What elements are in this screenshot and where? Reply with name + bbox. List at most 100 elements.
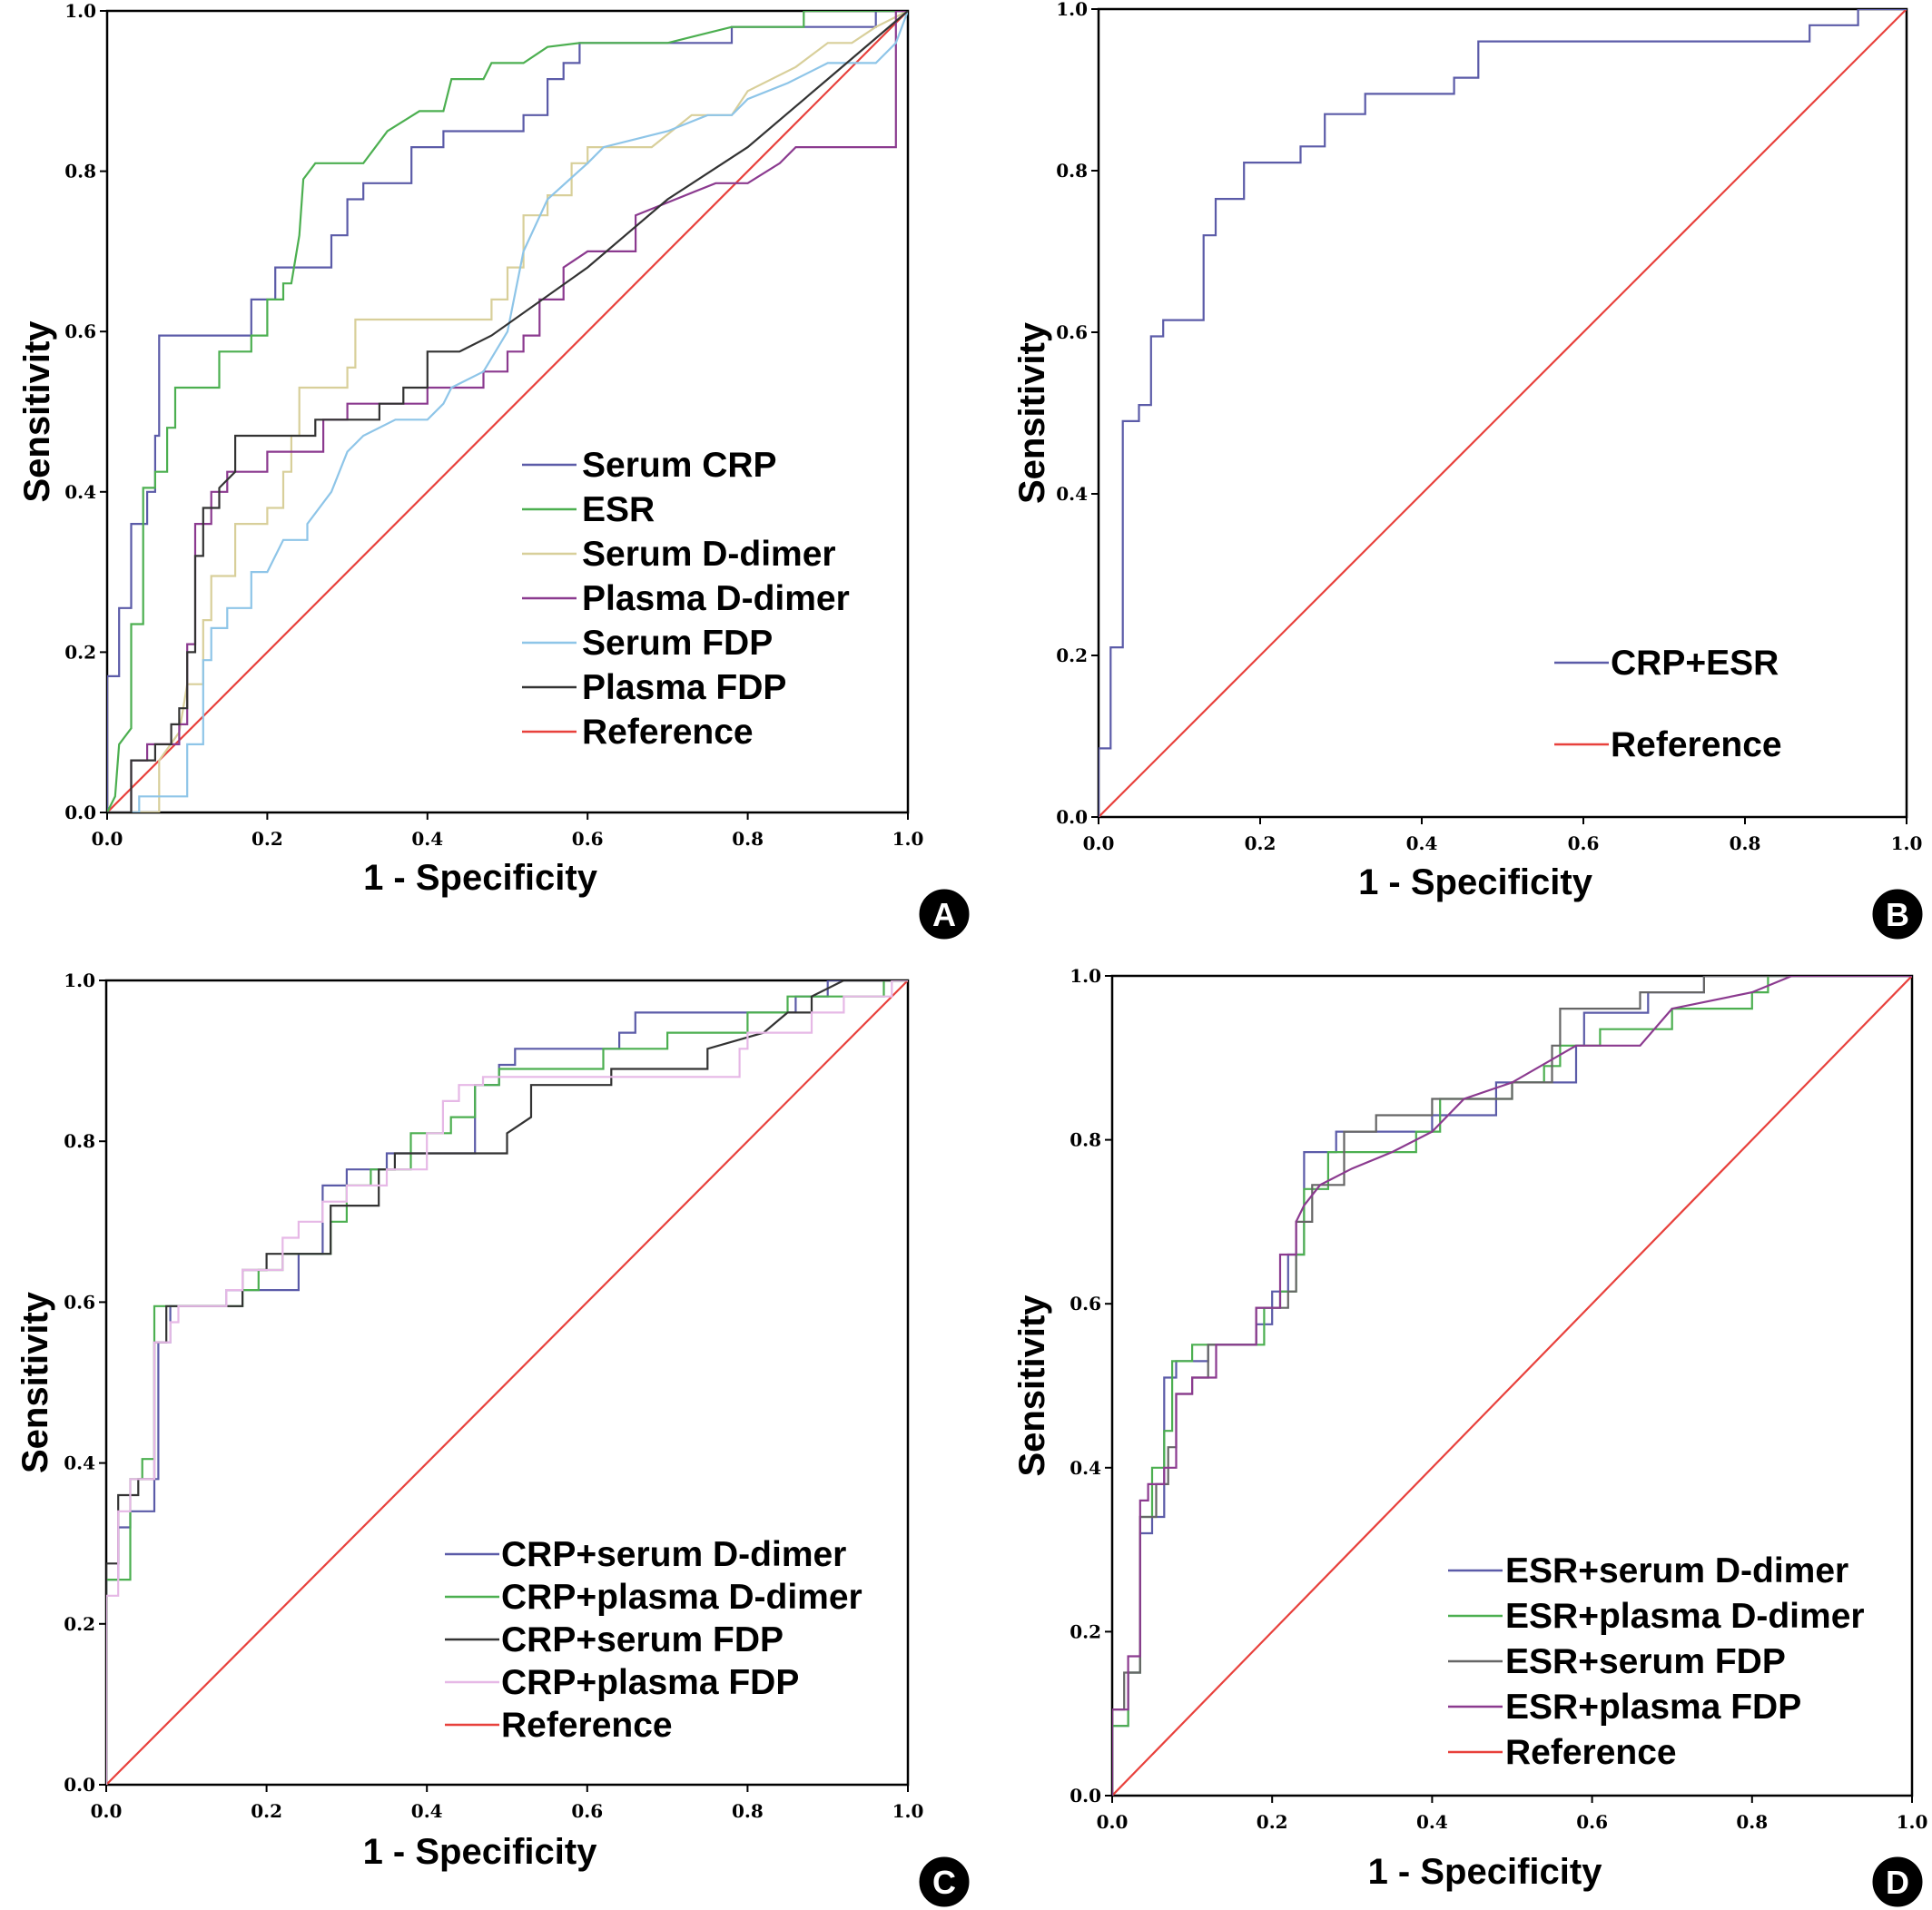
panel-badge-label: B <box>1886 896 1909 933</box>
series-group <box>1112 976 1912 1796</box>
legend-label: Reference <box>501 1706 673 1745</box>
y-tick-label: 0.0 <box>64 1774 95 1796</box>
series-line-plasma-fdp <box>107 11 908 812</box>
series-group <box>106 980 908 1785</box>
y-axis-title: Sensitivity <box>1012 1295 1052 1477</box>
legend-label: Reference <box>582 713 754 752</box>
legend-label: Serum CRP <box>582 446 777 485</box>
series-line-esr-serum-fdp <box>1112 976 1912 1796</box>
legend-label: Serum FDP <box>582 624 773 663</box>
x-tick-label: 1.0 <box>1891 832 1923 854</box>
legend-label: Serum D-dimer <box>582 535 836 574</box>
y-axis-title: Sensitivity <box>1012 321 1052 504</box>
legend: CRP+ESR Reference <box>1554 644 1782 764</box>
y-tick-label: 0.0 <box>64 802 96 823</box>
x-tick-label: 0.6 <box>1568 832 1600 854</box>
legend-label: ESR+plasma FDP <box>1505 1688 1801 1727</box>
x-tick-label: 0.0 <box>91 1800 123 1822</box>
legend: ESR+serum D-dimer ESR+plasma D-dimer ESR+s… <box>1448 1551 1865 1772</box>
x-tick-label: 1.0 <box>892 1800 924 1822</box>
x-tick-label: 0.4 <box>1406 832 1438 854</box>
y-tick-label: 0.4 <box>1056 483 1088 505</box>
panel-d: 0.0 0.2 0.4 0.6 0.8 1.0 0.0 0.2 0.4 0.6 0.8 1.0 1 - … <box>1012 965 1928 1907</box>
panel-badge-label: D <box>1886 1864 1909 1901</box>
series-line-esr-plasma-fdp <box>1112 976 1912 1796</box>
panel-badge: B <box>1872 889 1923 940</box>
x-tick-label: 0.8 <box>1730 832 1761 854</box>
legend-label: CRP+plasma D-dimer <box>501 1578 862 1617</box>
x-axis-title: 1 - Specificity <box>363 858 598 898</box>
y-tick-label: 0.2 <box>1070 1620 1101 1642</box>
y-tick-label: 0.8 <box>64 1130 95 1152</box>
legend-label: Plasma D-dimer <box>582 579 850 618</box>
x-tick-label: 0.8 <box>732 828 764 850</box>
y-tick-label: 1.0 <box>64 0 96 22</box>
x-axis-title: 1 - Specificity <box>363 1832 598 1872</box>
x-tick-label: 0.0 <box>92 828 123 850</box>
panel-badge-circle <box>919 889 970 940</box>
y-tick-label: 0.6 <box>64 320 96 342</box>
y-tick-label: 0.2 <box>64 1613 95 1635</box>
x-tick-label: 0.8 <box>732 1800 764 1822</box>
panel-badge: C <box>919 1856 970 1907</box>
x-tick-label: 0.6 <box>1576 1811 1608 1833</box>
series-group <box>107 11 908 812</box>
panel-b: 0.0 0.2 0.4 0.6 0.8 1.0 0.0 0.2 0.4 0.6 0.8 1.0 1 - … <box>1012 0 1923 940</box>
legend-label: ESR+serum D-dimer <box>1505 1551 1848 1590</box>
x-tick-label: 0.6 <box>571 1800 603 1822</box>
panel-badge-circle <box>1872 889 1923 940</box>
x-tick-label: 1.0 <box>1897 1811 1928 1833</box>
y-tick-label: 1.0 <box>64 970 95 991</box>
x-tick-label: 0.6 <box>572 828 604 850</box>
x-tick-label: 1.0 <box>892 828 924 850</box>
x-axis-title: 1 - Specificity <box>1358 862 1593 902</box>
x-tick-label: 0.2 <box>251 828 283 850</box>
legend-label: ESR+serum FDP <box>1505 1642 1786 1681</box>
y-tick-label: 0.6 <box>1056 321 1088 343</box>
y-tick-label: 0.4 <box>64 481 96 503</box>
x-axis-title: 1 - Specificity <box>1368 1852 1603 1892</box>
y-axis-title: Sensitivity <box>17 320 57 503</box>
x-tick-label: 0.2 <box>1245 832 1276 854</box>
legend-label: ESR <box>582 490 655 529</box>
plot-frame <box>1110 974 1914 1797</box>
y-tick-label: 0.4 <box>64 1452 95 1474</box>
legend-label: CRP+ESR <box>1611 644 1779 683</box>
x-tick-label: 0.8 <box>1736 1811 1768 1833</box>
series-line-reference <box>1112 976 1912 1796</box>
plot-frame <box>104 979 910 1787</box>
legend-label: CRP+serum D-dimer <box>501 1535 846 1574</box>
series-line-crp-esr <box>1099 9 1907 817</box>
legend-label: Reference <box>1611 725 1782 764</box>
legend-label: Plasma FDP <box>582 668 786 707</box>
panel-c: 0.0 0.2 0.4 0.6 0.8 1.0 0.0 0.2 0.4 0.6 0.8 1.0 1 - … <box>15 970 970 1907</box>
y-tick-label: 0.6 <box>64 1291 95 1313</box>
panel-badge-circle <box>1872 1856 1923 1907</box>
panel-a: 0.0 0.2 0.4 0.6 0.8 1.0 0.0 0.2 0.4 0.6 0.8 1.0 1 - … <box>17 0 970 940</box>
y-tick-label: 0.8 <box>1056 160 1088 182</box>
panel-badge: D <box>1872 1856 1923 1907</box>
series-line-crp-plasma-fdp <box>106 980 908 1785</box>
x-tick-label: 0.2 <box>251 1800 282 1822</box>
legend-label: CRP+serum FDP <box>501 1620 784 1659</box>
legend-label: Reference <box>1505 1733 1677 1772</box>
y-tick-label: 0.2 <box>1056 645 1088 666</box>
panel-badge: A <box>919 889 970 940</box>
y-axis-title: Sensitivity <box>15 1291 55 1473</box>
series-line-serum-fdp <box>107 11 908 812</box>
x-tick-label: 0.4 <box>411 828 443 850</box>
x-tick-label: 0.4 <box>411 1800 443 1822</box>
legend-label: ESR+plasma D-dimer <box>1505 1597 1865 1636</box>
series-line-esr <box>107 11 908 812</box>
series-line-serum-d-dimer <box>107 11 908 812</box>
series-line-reference <box>106 980 908 1785</box>
x-tick-label: 0.0 <box>1097 1811 1129 1833</box>
plot-frame <box>1097 7 1908 819</box>
y-tick-label: 0.0 <box>1070 1785 1101 1807</box>
x-tick-label: 0.0 <box>1083 832 1115 854</box>
panel-badge-circle <box>919 1856 970 1907</box>
series-line-plasma-d-dimer <box>107 11 908 812</box>
series-line-reference <box>107 11 908 812</box>
legend: CRP+serum D-dimer CRP+plasma D-dimerCRP+s… <box>445 1535 862 1745</box>
